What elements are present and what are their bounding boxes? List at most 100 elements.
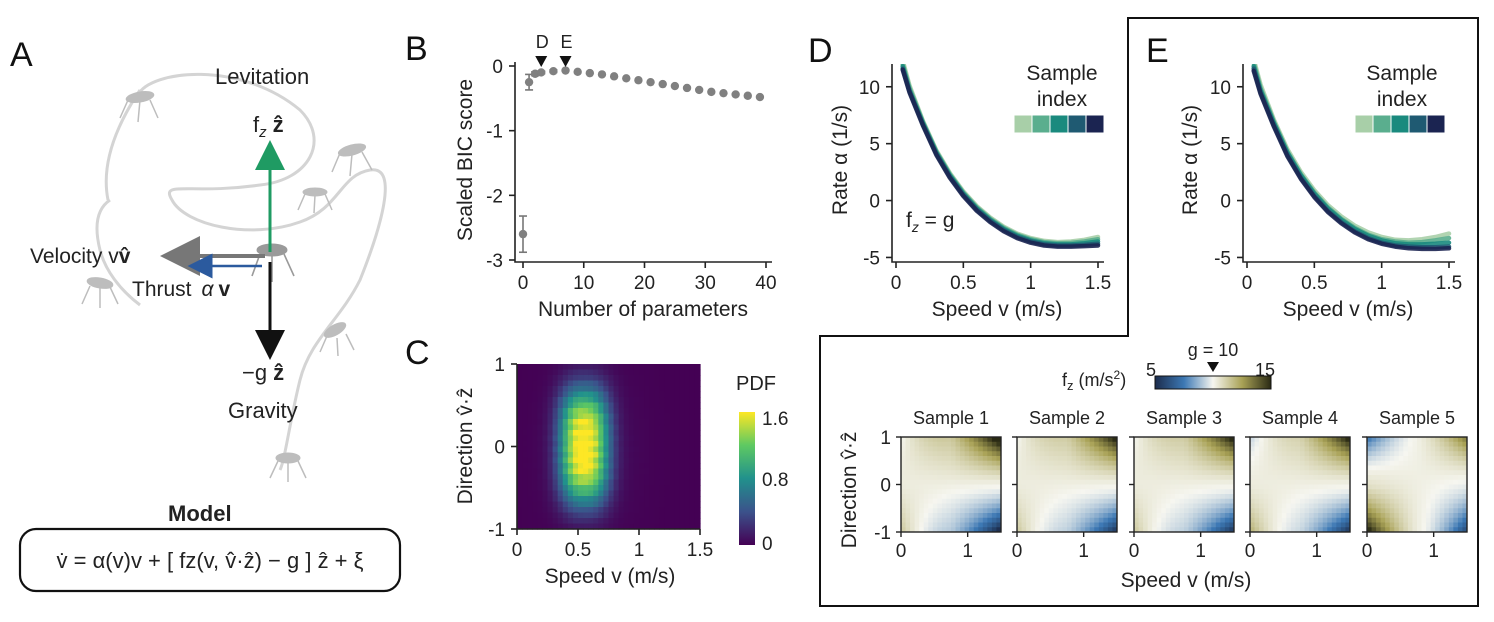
c-heatmap-cell bbox=[674, 496, 681, 503]
c-heatmap-cell bbox=[669, 408, 676, 415]
fz-heatmap-cell bbox=[978, 527, 984, 533]
fz-heatmap-cell bbox=[973, 465, 979, 471]
fz-heatmap-cell bbox=[1309, 517, 1315, 523]
fz-heatmap-cell bbox=[1053, 489, 1059, 495]
fz-heatmap-cell bbox=[1426, 494, 1432, 500]
fz-heatmap-cell bbox=[991, 470, 997, 476]
c-heatmap-cell bbox=[572, 413, 579, 420]
fz-heatmap-cell bbox=[1380, 460, 1386, 466]
fz-heatmap-cell bbox=[1371, 451, 1377, 457]
c-heatmap-cell bbox=[654, 413, 660, 420]
c-heatmap-cell bbox=[694, 507, 701, 514]
fz-heatmap-cell bbox=[1300, 451, 1306, 457]
fz-heatmap-cell bbox=[1272, 503, 1278, 509]
fz-heatmap-cell bbox=[1376, 489, 1382, 495]
c-heatmap-cell bbox=[684, 369, 691, 376]
fz-heatmap-cell bbox=[1098, 494, 1104, 500]
fz-heatmap-cell bbox=[1048, 498, 1054, 504]
c-heatmap-cell bbox=[649, 452, 655, 459]
c-heatmap-cell bbox=[649, 441, 655, 448]
fz-heatmap-cell bbox=[1371, 446, 1377, 452]
fz-heatmap-cell bbox=[1197, 522, 1203, 528]
fz-heatmap-cell bbox=[1439, 465, 1445, 471]
fz-heatmap-cell bbox=[1107, 451, 1113, 457]
b-point bbox=[707, 87, 716, 97]
fz-heatmap-cell bbox=[1444, 451, 1450, 457]
fz-heatmap-cell bbox=[1229, 489, 1235, 495]
flight-trajectory-lower bbox=[104, 89, 142, 201]
c-heatmap-cell bbox=[654, 380, 660, 387]
fz-heatmap-cell bbox=[1263, 456, 1269, 462]
fz-heatmap-cell bbox=[1290, 522, 1296, 528]
c-heatmap-cell bbox=[537, 507, 544, 514]
c-heatmap-cell bbox=[542, 369, 549, 376]
fz-heatmap-cell bbox=[1277, 498, 1283, 504]
fz-heatmap-cell bbox=[1188, 456, 1194, 462]
fz-heatmap-cell bbox=[960, 517, 966, 523]
fz-heatmap-cell bbox=[964, 465, 970, 471]
fz-heatmap-cell bbox=[941, 446, 947, 452]
fz-heatmap-cell bbox=[1048, 494, 1054, 500]
fz-heatmap-cell bbox=[1268, 484, 1274, 490]
fz-xtick-label: 1 bbox=[1195, 541, 1206, 562]
fz-heatmap-cell bbox=[1281, 437, 1287, 443]
fz-heatmap-cell bbox=[1030, 465, 1036, 471]
fz-heatmap-cell bbox=[1259, 460, 1265, 466]
fz-heatmap-cell bbox=[1448, 494, 1454, 500]
fz-heatmap-cell bbox=[1250, 517, 1256, 523]
fz-heatmap-cell bbox=[1345, 446, 1351, 452]
c-heatmap-cell bbox=[572, 402, 579, 409]
fz-heatmap-cell bbox=[1143, 446, 1149, 452]
c-heatmap-cell bbox=[654, 364, 660, 371]
c-heatmap-cell bbox=[603, 457, 610, 464]
fz-heatmap-cell bbox=[1444, 508, 1450, 514]
fz-heatmap-cell bbox=[1286, 441, 1292, 447]
fz-heatmap-cell bbox=[1331, 441, 1337, 447]
c-heatmap-cell bbox=[557, 518, 564, 525]
fz-heatmap-cell bbox=[1430, 446, 1436, 452]
fz-heatmap-cell bbox=[1313, 460, 1319, 466]
c-heatmap-cell bbox=[572, 419, 579, 426]
fz-heatmap-cell bbox=[1112, 494, 1118, 500]
fz-heatmap-cell bbox=[1340, 437, 1346, 443]
fz-heatmap-cell bbox=[1161, 494, 1167, 500]
c-heatmap-cell bbox=[583, 386, 589, 393]
c-heatmap-cell bbox=[572, 507, 579, 514]
fz-heatmap-cell bbox=[1067, 470, 1073, 476]
fz-heatmap-cell bbox=[1426, 460, 1432, 466]
fz-heatmap-cell bbox=[1313, 508, 1319, 514]
fz-heatmap-cell bbox=[1030, 494, 1036, 500]
c-heatmap-cell bbox=[689, 512, 696, 519]
fz-heatmap-cell bbox=[1318, 522, 1324, 528]
c-heatmap-cell bbox=[542, 468, 549, 475]
fz-heatmap-cell bbox=[1035, 494, 1041, 500]
fz-heatmap-cell bbox=[1229, 475, 1235, 481]
fz-heatmap-cell bbox=[1076, 522, 1082, 528]
c-heatmap-cell bbox=[578, 501, 584, 508]
c-heatmap-cell bbox=[522, 507, 528, 514]
fz-heatmap-cell bbox=[1313, 441, 1319, 447]
fz-heatmap-cell bbox=[1345, 508, 1351, 514]
fz-heatmap-cell bbox=[996, 503, 1002, 509]
fz-heatmap-cell bbox=[987, 437, 993, 443]
fz-heatmap-cell bbox=[982, 489, 988, 495]
fz-heatmap-cell bbox=[1067, 465, 1073, 471]
fz-heatmap-cell bbox=[1462, 479, 1468, 485]
fz-heatmap-cell bbox=[1071, 503, 1077, 509]
fz-heatmap-cell bbox=[1098, 527, 1104, 533]
fz-heatmap-cell bbox=[1268, 498, 1274, 504]
fz-heatmap-cell bbox=[1156, 494, 1162, 500]
fz-heatmap-cell bbox=[1215, 470, 1221, 476]
c-heatmap-cell bbox=[547, 441, 554, 448]
fz-heatmap-cell bbox=[1290, 456, 1296, 462]
fz-heatmap-cell bbox=[1331, 470, 1337, 476]
fz-heatmap-cell bbox=[1394, 498, 1400, 504]
fz-heatmap-cell bbox=[1085, 441, 1091, 447]
fz-heatmap-cell bbox=[1017, 470, 1023, 476]
fz-heatmap-cell bbox=[1143, 522, 1149, 528]
fz-heatmap-cell bbox=[946, 441, 952, 447]
c-heatmap-cell bbox=[649, 523, 655, 530]
c-heatmap-cell bbox=[578, 391, 584, 398]
c-heatmap-cell bbox=[547, 391, 554, 398]
fz-heatmap-cell bbox=[1188, 517, 1194, 523]
